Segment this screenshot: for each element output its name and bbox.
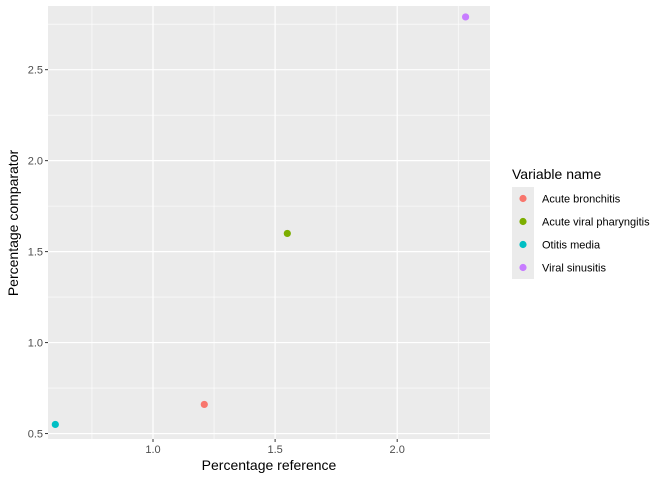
x-axis-ticks: 1.0 1.5 2.0 [145, 439, 405, 456]
data-point [461, 13, 470, 21]
y-axis-title: Percentage comparator [5, 150, 21, 297]
legend-key-point [519, 217, 527, 226]
legend-title: Variable name [512, 166, 601, 182]
data-points [51, 13, 470, 429]
y-tick-label: 0.5 [28, 429, 43, 441]
data-point [51, 420, 59, 429]
legend-label: Acute viral pharyngitis [542, 217, 650, 229]
y-tick-label: 1.5 [28, 247, 43, 259]
legend: Variable name Acute bronchitis Acute vira… [512, 166, 650, 279]
data-point [283, 229, 291, 238]
y-tick-label: 2.0 [28, 156, 43, 168]
legend-key-point [519, 240, 527, 249]
legend-key-point [519, 263, 527, 272]
plot-panel [48, 6, 490, 439]
x-tick-label: 1.5 [267, 444, 282, 456]
data-point [200, 400, 208, 409]
y-axis-ticks: 0.5 1.0 1.5 2.0 2.5 [28, 65, 48, 441]
legend-keys: Acute bronchitis Acute viral pharyngitis O… [512, 187, 650, 279]
legend-label: Viral sinusitis [542, 263, 606, 275]
x-tick-label: 1.0 [145, 444, 160, 456]
grid [48, 6, 490, 439]
legend-label: Otitis media [542, 240, 601, 252]
x-axis-title: Percentage reference [202, 457, 337, 473]
y-tick-label: 1.0 [28, 338, 43, 350]
legend-key-point [519, 194, 527, 203]
x-tick-label: 2.0 [390, 444, 405, 456]
legend-label: Acute bronchitis [542, 194, 621, 206]
y-tick-label: 2.5 [28, 65, 43, 77]
